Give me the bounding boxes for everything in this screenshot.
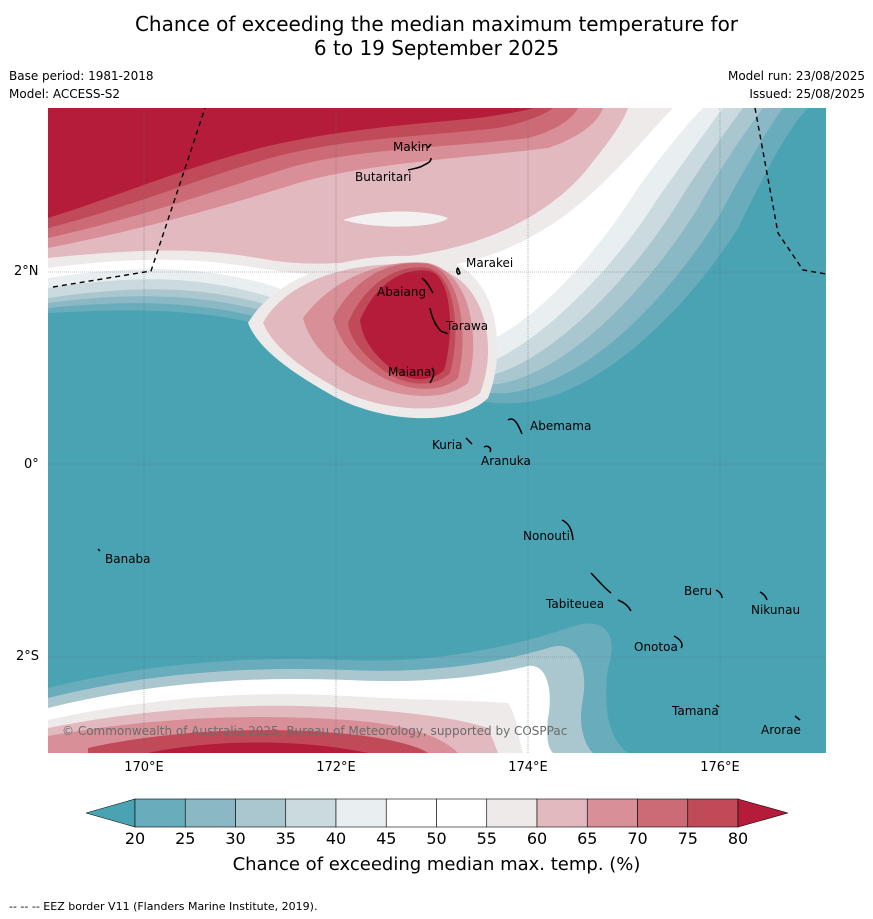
lat-label-2n: 2°N [14, 264, 39, 279]
colorbar-segment [637, 798, 689, 828]
band-80plus [48, 108, 533, 218]
island-outlines [97, 143, 801, 721]
island-marakei [456, 267, 461, 275]
copyright-notice: © Commonwealth of Australia 2025, Bureau… [62, 724, 568, 738]
south-80 [88, 730, 428, 753]
colorbar-tick-label: 40 [325, 829, 347, 848]
blob-white-streak [343, 211, 448, 227]
place-label-abemama: Abemama [530, 419, 592, 433]
colorbar-segment [687, 798, 739, 828]
island-makin [427, 143, 432, 149]
colorbar-tick-label: 65 [577, 829, 598, 848]
map-panel [48, 108, 826, 753]
colorbar-low-extension [86, 798, 136, 828]
place-label-nikunau: Nikunau [751, 603, 801, 617]
island-abemama [507, 418, 523, 435]
place-label-banaba: Banaba [105, 552, 151, 566]
graticule [48, 108, 826, 753]
island-tarawa [429, 307, 449, 335]
place-label-tamana: Tamana [672, 704, 719, 718]
island-nonouti [561, 519, 574, 541]
lat-label-2s: 2°S [16, 649, 40, 664]
colorbar-tick-label: 75 [677, 829, 698, 848]
place-label-onotoa: Onotoa [634, 640, 678, 654]
title-line-2: 6 to 19 September 2025 [313, 36, 560, 60]
lon-label-170e: 170°E [124, 760, 164, 775]
colorbar-segment [536, 798, 588, 828]
place-label-kuria: Kuria [432, 438, 463, 452]
eez-border-west [52, 108, 206, 288]
island-tamana [715, 704, 720, 708]
probability-field [48, 108, 826, 753]
lon-label-176e: 176°E [700, 760, 740, 775]
blob-max [360, 270, 451, 380]
south-max [148, 742, 368, 753]
island-abaiang [421, 277, 434, 294]
island-butaritari [407, 157, 432, 171]
island-aranuka [483, 445, 492, 453]
colorbar-tick-label: 30 [225, 829, 246, 848]
map-title: Chance of exceeding the median maximum t… [0, 12, 873, 60]
lon-label-172e: 172°E [316, 760, 356, 775]
colorbar-segment [134, 798, 186, 828]
colorbar-high-extension [737, 798, 788, 828]
place-label-nonouti: Nonouti [523, 529, 570, 543]
colorbar-segment [586, 798, 638, 828]
colorbar-tick-label: 25 [175, 829, 196, 848]
colorbar-segment [285, 798, 337, 828]
lon-label-174e: 174°E [508, 760, 548, 775]
place-label-makin: Makin [393, 140, 429, 154]
colorbar-tick-label: 35 [275, 829, 296, 848]
island-onotoa [673, 635, 683, 649]
issued-date: Issued: 25/08/2025 [749, 87, 865, 101]
colorbar-segment [184, 798, 236, 828]
place-label-aranuka: Aranuka [481, 454, 531, 468]
base-period: Base period: 1981-2018 [9, 69, 154, 83]
island-beru [715, 589, 723, 599]
eez-legend-footnote: -- -- -- EEZ border V11 (Flanders Marine… [9, 900, 318, 913]
lat-label-0: 0° [24, 457, 39, 472]
place-label-tarawa: Tarawa [446, 319, 489, 333]
colorbar-segment [436, 798, 488, 828]
place-label-beru: Beru [684, 584, 713, 598]
colorbar-segment [235, 798, 287, 828]
island-maiana [429, 367, 435, 384]
colorbar-tick-label: 60 [526, 829, 548, 848]
place-label-abaiang: Abaiang [377, 285, 427, 299]
place-label-maiana: Maiana [388, 365, 432, 379]
colorbar-tick-label: 50 [426, 829, 447, 848]
island-kuria [465, 437, 473, 445]
place-label-marakei: Marakei [466, 256, 514, 270]
model-run: Model run: 23/08/2025 [727, 69, 865, 83]
place-label-tabiteuea: Tabiteuea [546, 597, 605, 611]
colorbar-segment [486, 798, 538, 828]
colorbar-segment [335, 798, 387, 828]
colorbar-tick-label: 20 [124, 829, 146, 848]
eez-border-east [754, 108, 826, 275]
colorbar-label: Chance of exceeding median max. temp. (%… [232, 854, 641, 875]
island-tabiteuea [590, 572, 632, 612]
model-name: Model: ACCESS-S2 [9, 87, 121, 101]
colorbar-tick-label: 80 [727, 829, 749, 848]
island-arorae [794, 715, 801, 721]
colorbar-tick-label: 70 [627, 829, 648, 848]
title-line-1: Chance of exceeding the median maximum t… [134, 12, 739, 36]
colorbar-tick-label: 45 [376, 829, 397, 848]
colorbar-tick-label: 55 [476, 829, 497, 848]
colorbar [86, 798, 788, 828]
eez-border [52, 108, 826, 288]
colorbar-segments [86, 798, 788, 828]
colorbar-segment [385, 798, 437, 828]
island-banaba [97, 548, 101, 552]
island-nikunau [759, 591, 768, 601]
place-label-arorae: Arorae [761, 723, 801, 737]
place-label-butaritari: Butaritari [355, 170, 412, 184]
